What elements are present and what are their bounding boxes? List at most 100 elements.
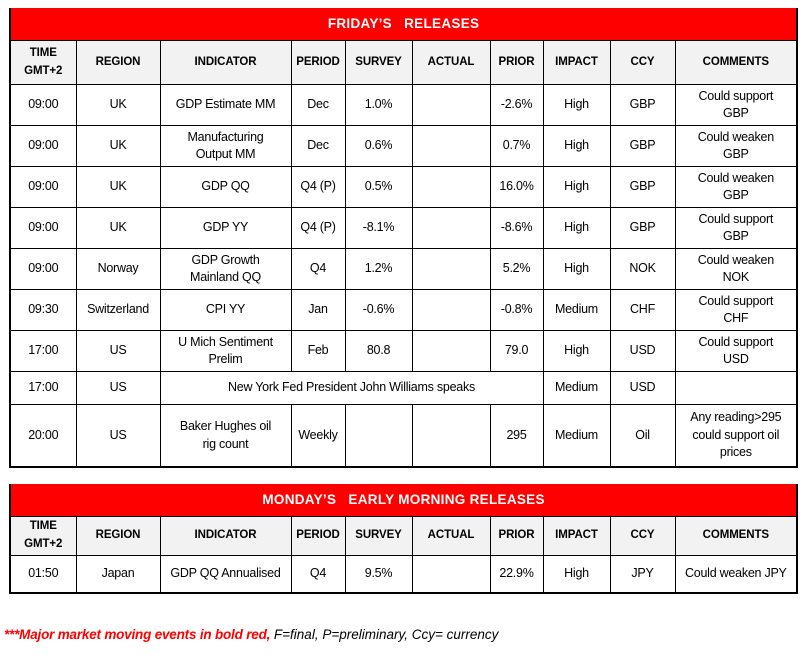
survey-cell: -0.6% [344, 289, 413, 331]
col-header-prior: PRIOR [489, 516, 544, 556]
merged-event-cell: New York Fed President John Williams spe… [159, 371, 544, 405]
time-cell: 09:00 [9, 248, 77, 290]
table-row: 09:00 UK GDP Estimate MM Dec 1.0% -2.6% … [9, 84, 798, 126]
region-cell: UK [75, 125, 161, 167]
col-header-ccy: CCY [609, 40, 676, 85]
impact-cell: Medium [542, 289, 611, 331]
survey-cell: 1.0% [344, 84, 413, 126]
ccy-cell: GBP [609, 84, 676, 126]
footnote: ***Major market moving events in bold re… [4, 627, 797, 642]
indicator-cell: Baker Hughes oil rig count [159, 404, 292, 468]
comments-cell: Could weaken GBP [674, 125, 798, 167]
indicator-cell: CPI YY [159, 289, 292, 331]
table-row: 17:00 US U Mich Sentiment Prelim Feb 80.… [9, 330, 798, 372]
survey-cell: 9.5% [344, 554, 413, 594]
col-header-impact: IMPACT [542, 516, 611, 556]
monday-title: MONDAY’S EARLY MORNING RELEASES [262, 492, 545, 507]
indicator-cell: GDP QQ [159, 166, 292, 208]
prior-cell: -2.6% [489, 84, 544, 126]
table-row: 09:30 Switzerland CPI YY Jan -0.6% -0.8%… [9, 289, 798, 331]
col-header-region: REGION [75, 516, 161, 556]
col-header-comments: COMMENTS [674, 40, 798, 85]
comments-cell: Could support CHF [674, 289, 798, 331]
period-cell: Dec [290, 84, 346, 126]
survey-cell: -8.1% [344, 207, 413, 249]
ccy-cell: USD [609, 330, 676, 372]
ccy-cell: CHF [609, 289, 676, 331]
indicator-cell: GDP Growth Mainland QQ [159, 248, 292, 290]
actual-cell [411, 554, 491, 594]
time-cell: 17:00 [9, 330, 77, 372]
comments-cell: Could weaken NOK [674, 248, 798, 290]
period-cell: Q4 [290, 554, 346, 594]
ccy-cell: GBP [609, 207, 676, 249]
time-cell: 09:00 [9, 166, 77, 208]
indicator-cell: GDP Estimate MM [159, 84, 292, 126]
table-row: 01:50 Japan GDP QQ Annualised Q4 9.5% 22… [9, 554, 798, 594]
period-cell: Jan [290, 289, 346, 331]
survey-cell: 1.2% [344, 248, 413, 290]
impact-cell: High [542, 248, 611, 290]
ccy-cell: NOK [609, 248, 676, 290]
col-header-impact: IMPACT [542, 40, 611, 85]
table-row: 09:00 UK GDP QQ Q4 (P) 0.5% 16.0% High G… [9, 166, 798, 208]
period-cell: Feb [290, 330, 346, 372]
prior-cell: 5.2% [489, 248, 544, 290]
prior-cell: 16.0% [489, 166, 544, 208]
actual-cell [411, 125, 491, 167]
region-cell: Switzerland [75, 289, 161, 331]
col-header-survey: SURVEY [344, 516, 413, 556]
survey-cell: 80.8 [344, 330, 413, 372]
indicator-cell: GDP QQ Annualised [159, 554, 292, 594]
impact-cell: High [542, 330, 611, 372]
prior-cell: -0.8% [489, 289, 544, 331]
actual-cell [411, 248, 491, 290]
actual-cell [411, 84, 491, 126]
time-cell: 01:50 [9, 554, 77, 594]
col-header-actual: ACTUAL [411, 40, 491, 85]
comments-cell: Could weaken JPY [674, 554, 798, 594]
prior-cell: 295 [489, 404, 544, 468]
prior-cell: 0.7% [489, 125, 544, 167]
col-header-period: PERIOD [290, 516, 346, 556]
friday-title: FRIDAY’S RELEASES [327, 16, 480, 31]
prior-cell: -8.6% [489, 207, 544, 249]
region-cell: UK [75, 166, 161, 208]
impact-cell: High [542, 207, 611, 249]
region-cell: UK [75, 84, 161, 126]
region-cell: US [75, 330, 161, 372]
ccy-cell: Oil [609, 404, 676, 468]
time-cell: 09:00 [9, 207, 77, 249]
col-header-indicator: INDICATOR [159, 40, 292, 85]
monday-column-header-row: TIME GMT+2 REGION INDICATOR PERIOD SURVE… [9, 516, 798, 556]
ccy-cell: GBP [609, 166, 676, 208]
actual-cell [411, 404, 491, 468]
col-header-ccy: CCY [609, 516, 676, 556]
comments-cell: Any reading>295 could support oil prices [674, 404, 798, 468]
time-cell: 20:00 [9, 404, 77, 468]
col-header-time: TIME GMT+2 [9, 40, 77, 85]
region-cell: US [75, 404, 161, 468]
col-header-actual: ACTUAL [411, 516, 491, 556]
survey-cell: 0.5% [344, 166, 413, 208]
actual-cell [411, 166, 491, 208]
monday-title-bar: MONDAY’S EARLY MORNING RELEASES [8, 484, 799, 517]
time-cell: 09:30 [9, 289, 77, 331]
section-gap [9, 468, 797, 484]
ccy-cell: JPY [609, 554, 676, 594]
impact-cell: High [542, 84, 611, 126]
ccy-cell: GBP [609, 125, 676, 167]
comments-cell: Could support GBP [674, 207, 798, 249]
survey-cell [344, 404, 413, 468]
comments-cell: Could support GBP [674, 84, 798, 126]
period-cell: Q4 (P) [290, 166, 346, 208]
comments-cell: Could support USD [674, 330, 798, 372]
col-header-time: TIME GMT+2 [9, 516, 77, 556]
impact-cell: Medium [542, 404, 611, 468]
region-cell: UK [75, 207, 161, 249]
impact-cell: High [542, 125, 611, 167]
col-header-comments: COMMENTS [674, 516, 798, 556]
region-cell: Japan [75, 554, 161, 594]
comments-cell [674, 371, 798, 405]
indicator-cell: U Mich Sentiment Prelim [159, 330, 292, 372]
